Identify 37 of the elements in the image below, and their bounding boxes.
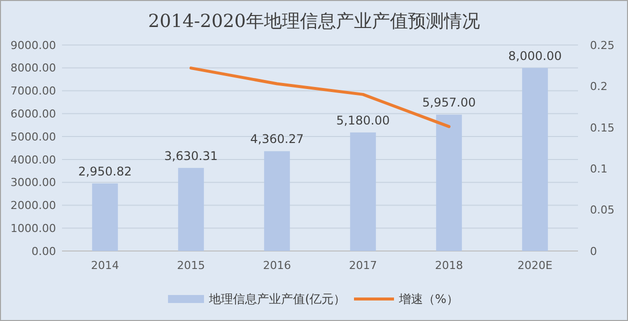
x-tick-label: 2015 [177, 259, 205, 272]
y-tick-label: 6000.00 [10, 108, 56, 121]
bar [436, 114, 462, 251]
x-tick-label: 2017 [349, 259, 377, 272]
data-label: 5,180.00 [336, 113, 390, 128]
y2-tick-label: 0 [590, 244, 597, 258]
bar [92, 183, 118, 251]
bar [350, 132, 376, 251]
y2-tick-label: 0.25 [590, 38, 614, 52]
chart-title: 2014-2020年地理信息产业产值预测情况 [148, 11, 480, 32]
y-tick-label: 4000.00 [10, 153, 56, 166]
y-tick-label: 8000.00 [10, 62, 56, 75]
y2-tick-label: 0.15 [590, 121, 614, 134]
y-tick-label: 2000.00 [10, 199, 56, 212]
data-label: 5,957.00 [422, 96, 476, 110]
y-tick-label: 3000.00 [10, 176, 56, 190]
x-tick-label: 2014 [91, 259, 119, 272]
bar [264, 151, 290, 251]
y2-tick-label: 0.1 [590, 162, 608, 176]
legend-label: 增速（%） [398, 292, 458, 306]
y2-tick-label: 0.05 [590, 204, 614, 217]
bar [178, 168, 204, 251]
y2-tick-label: 0.2 [590, 80, 608, 94]
data-label: 3,630.31 [164, 148, 218, 163]
y-tick-label: 9000.00 [10, 38, 56, 52]
data-label: 8,000.00 [508, 48, 562, 63]
legend-label: 地理信息产业产值(亿元） [208, 292, 346, 306]
data-label: 2,950.82 [78, 164, 132, 178]
bar [522, 68, 548, 251]
y-tick-label: 0.00 [32, 244, 56, 258]
data-label: 4,360.27 [250, 132, 304, 146]
x-tick-label: 2020E [518, 259, 553, 272]
x-tick-label: 2016 [263, 259, 291, 272]
y-tick-label: 5000.00 [10, 130, 56, 144]
x-tick-label: 2018 [435, 259, 463, 272]
y-tick-label: 7000.00 [10, 84, 56, 98]
y-tick-label: 1000.00 [10, 222, 56, 235]
